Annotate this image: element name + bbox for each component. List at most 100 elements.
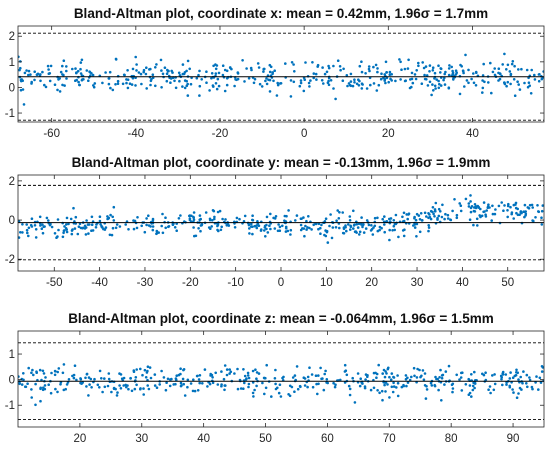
data-point (375, 376, 378, 380)
data-point (402, 219, 406, 223)
data-point (74, 215, 78, 219)
data-point (149, 79, 153, 83)
data-point (90, 386, 93, 389)
data-point (434, 201, 438, 205)
data-point (446, 217, 450, 220)
data-point (310, 228, 313, 231)
data-point (238, 217, 241, 221)
data-point (289, 95, 293, 98)
data-point (434, 209, 437, 213)
data-point (355, 82, 359, 86)
data-point (439, 84, 443, 87)
data-point (430, 93, 433, 97)
data-point (289, 79, 293, 82)
data-point (358, 384, 362, 388)
data-point (514, 373, 518, 377)
data-point (271, 71, 275, 74)
data-point (468, 384, 472, 387)
data-point (30, 80, 33, 84)
data-point (39, 79, 42, 83)
data-point (429, 217, 433, 221)
data-point (129, 377, 132, 380)
data-point (56, 235, 59, 238)
data-point (528, 378, 532, 382)
data-point (229, 370, 233, 374)
data-point (62, 229, 66, 233)
data-point (439, 71, 442, 74)
data-point (38, 215, 42, 219)
data-point (360, 82, 364, 85)
data-point (439, 368, 442, 372)
data-point (264, 79, 267, 83)
data-point (388, 396, 391, 399)
data-point (192, 218, 196, 222)
data-point (334, 97, 337, 101)
data-point (119, 387, 123, 390)
data-point (172, 383, 175, 386)
data-point (489, 391, 492, 395)
data-point (481, 74, 485, 77)
data-point (384, 60, 388, 64)
data-point (407, 58, 410, 62)
data-point (203, 368, 207, 371)
data-point (49, 391, 53, 395)
data-point (453, 198, 456, 201)
data-point (493, 373, 496, 376)
data-point (418, 230, 422, 234)
data-point (212, 85, 215, 88)
data-point (20, 383, 24, 386)
data-point (251, 232, 254, 236)
data-point (515, 371, 518, 374)
data-point (497, 71, 500, 75)
data-point (358, 79, 361, 83)
data-point (205, 81, 208, 84)
data-point (211, 376, 214, 379)
data-point (351, 84, 355, 88)
data-point (467, 68, 470, 72)
data-point (135, 69, 138, 72)
data-point (208, 89, 211, 92)
data-point (89, 377, 93, 381)
data-point (320, 377, 323, 381)
data-point (364, 227, 368, 230)
data-point (177, 71, 181, 75)
data-point (339, 378, 342, 382)
data-point (235, 216, 239, 220)
data-point (345, 373, 349, 377)
data-point (490, 219, 494, 222)
data-point (293, 390, 296, 394)
data-point (212, 209, 216, 213)
y-tick-label: -2 (5, 254, 15, 266)
data-point (189, 382, 193, 385)
data-point (265, 82, 269, 86)
data-point (85, 219, 88, 222)
data-point (473, 203, 477, 206)
data-point (179, 367, 182, 371)
data-point (520, 67, 523, 71)
data-point (78, 222, 82, 226)
data-point (233, 84, 236, 88)
data-point (34, 236, 38, 239)
data-point (200, 78, 203, 81)
data-point (201, 382, 204, 385)
data-point (338, 226, 341, 230)
data-point (131, 67, 135, 71)
data-point (108, 233, 112, 237)
data-point (27, 69, 31, 73)
data-point (224, 218, 227, 221)
data-point (159, 58, 163, 62)
data-point (255, 226, 259, 230)
data-point (65, 228, 68, 231)
data-point (434, 87, 437, 90)
data-point (361, 225, 364, 229)
data-point (33, 78, 36, 82)
data-point (98, 219, 102, 223)
data-point (353, 401, 357, 404)
data-point (21, 223, 24, 226)
data-point (450, 65, 454, 69)
data-point (278, 229, 282, 232)
data-point (183, 79, 187, 82)
data-point (478, 214, 482, 217)
data-point (298, 84, 302, 88)
data-point (54, 370, 57, 373)
